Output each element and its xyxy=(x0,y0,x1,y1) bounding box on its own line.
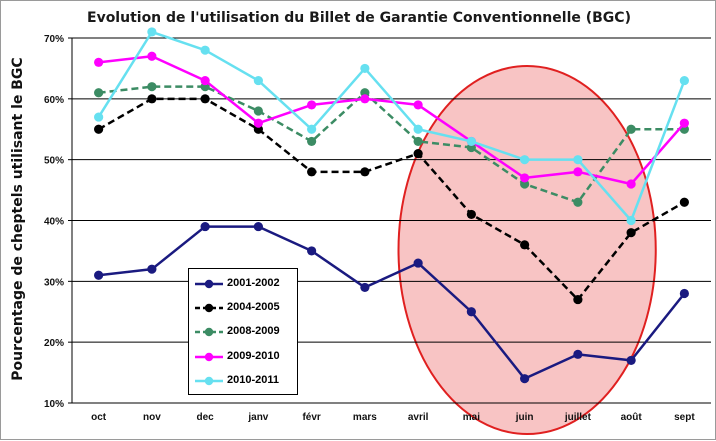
legend-swatch xyxy=(195,328,223,337)
data-point-2001-2002 xyxy=(360,282,370,293)
x-tick-label: dec xyxy=(197,412,215,423)
data-point-2004-2005 xyxy=(520,240,530,250)
y-tick-label: 30% xyxy=(44,277,64,288)
data-point-2008-2009 xyxy=(626,124,636,134)
data-point-2004-2005 xyxy=(413,148,423,159)
data-point-2001-2002 xyxy=(200,221,210,232)
data-point-2010-2011 xyxy=(573,155,583,165)
x-tick-label: nov xyxy=(143,412,161,423)
series-line-2001-2002 xyxy=(98,225,686,380)
x-tick-label: juillet xyxy=(564,412,592,423)
data-point-2004-2005 xyxy=(573,294,583,305)
legend-label: 2004-2005 xyxy=(227,301,280,314)
legend: 2001-2002 2004-2005 2008-2009 2009-2010 2010… xyxy=(188,268,298,395)
legend-swatch xyxy=(195,279,223,289)
data-point-2004-2005 xyxy=(307,167,317,177)
legend-item: 2009-2010 xyxy=(189,347,297,367)
series-line-2004-2005 xyxy=(98,97,685,301)
data-point-2004-2005 xyxy=(626,228,636,238)
data-point-2001-2002 xyxy=(307,246,317,256)
data-point-2010-2011 xyxy=(413,124,423,134)
x-tick-label: sept xyxy=(674,412,695,423)
x-tick-label: août xyxy=(621,412,643,423)
x-tick-label: juin xyxy=(515,412,534,423)
legend-label: 2010-2011 xyxy=(227,373,279,386)
legend-item: 2010-2011 xyxy=(189,371,297,391)
data-point-2008-2009 xyxy=(94,88,104,98)
data-point-2009-2010 xyxy=(573,167,583,177)
data-point-2010-2011 xyxy=(147,27,157,37)
data-point-2001-2002 xyxy=(626,355,636,366)
legend-swatch xyxy=(195,376,223,385)
data-point-2008-2009 xyxy=(147,82,157,92)
data-point-2004-2005 xyxy=(147,94,157,104)
data-point-2004-2005 xyxy=(200,94,210,104)
data-point-2009-2010 xyxy=(679,118,689,128)
data-point-2004-2005 xyxy=(466,209,476,220)
series-line-2009-2010 xyxy=(98,55,686,186)
data-point-2009-2010 xyxy=(520,173,530,183)
y-tick-label: 60% xyxy=(44,95,64,106)
data-point-2010-2011 xyxy=(94,112,104,122)
legend-item: 2004-2005 xyxy=(189,298,297,318)
x-tick-label: mars xyxy=(353,412,377,423)
data-point-2009-2010 xyxy=(413,100,423,110)
y-tick-label: 70% xyxy=(44,34,64,45)
legend-label: 2009-2010 xyxy=(227,349,280,362)
series-line-2008-2009 xyxy=(98,85,685,204)
data-point-2010-2011 xyxy=(200,45,210,55)
data-point-2001-2002 xyxy=(520,374,530,384)
data-point-2010-2011 xyxy=(626,215,636,226)
y-tick-label: 20% xyxy=(44,338,64,349)
data-point-2010-2011 xyxy=(520,155,530,165)
y-tick-label: 50% xyxy=(44,156,64,167)
data-point-2009-2010 xyxy=(147,51,157,61)
data-point-2010-2011 xyxy=(679,75,689,86)
data-point-2010-2011 xyxy=(360,63,370,74)
data-point-2001-2002 xyxy=(679,288,689,299)
x-tick-label: oct xyxy=(91,412,107,423)
data-point-2004-2005 xyxy=(94,124,104,134)
data-point-2009-2010 xyxy=(94,57,104,67)
legend-label: 2001-2002 xyxy=(227,277,280,289)
legend-label: 2008-2009 xyxy=(227,325,280,338)
data-point-2001-2002 xyxy=(253,221,263,232)
data-point-2009-2010 xyxy=(626,179,636,189)
x-tick-label: févr xyxy=(302,412,320,423)
legend-item: 2001-2002 xyxy=(189,274,297,294)
legend-item: 2008-2009 xyxy=(189,322,297,342)
legend-swatch xyxy=(195,352,223,361)
data-point-2010-2011 xyxy=(253,75,263,86)
data-point-2004-2005 xyxy=(360,167,370,177)
data-point-2004-2005 xyxy=(679,197,689,207)
data-point-2001-2002 xyxy=(466,307,476,317)
x-tick-label: janv xyxy=(247,412,268,423)
chart-title: Evolution de l'utilisation du Billet de … xyxy=(87,10,631,26)
series-line-2010-2011 xyxy=(97,30,686,222)
data-point-2001-2002 xyxy=(413,258,423,268)
data-point-2010-2011 xyxy=(466,136,476,147)
data-point-2009-2010 xyxy=(200,75,210,86)
data-point-2001-2002 xyxy=(147,264,157,274)
y-tick-label: 40% xyxy=(44,217,64,228)
data-point-2001-2002 xyxy=(94,270,104,280)
x-tick-label: mai xyxy=(463,412,480,423)
data-point-2008-2009 xyxy=(413,136,423,147)
y-tick-label: 10% xyxy=(44,399,64,410)
data-point-2008-2009 xyxy=(307,136,317,147)
data-point-2009-2010 xyxy=(253,118,263,128)
data-point-2009-2010 xyxy=(360,94,370,104)
x-tick-label: avril xyxy=(408,412,429,423)
data-point-2008-2009 xyxy=(573,197,583,207)
legend-swatch xyxy=(195,303,223,313)
data-point-2001-2002 xyxy=(573,349,583,359)
data-point-2008-2009 xyxy=(253,106,263,116)
data-point-2010-2011 xyxy=(307,124,317,134)
data-point-2009-2010 xyxy=(307,100,317,110)
